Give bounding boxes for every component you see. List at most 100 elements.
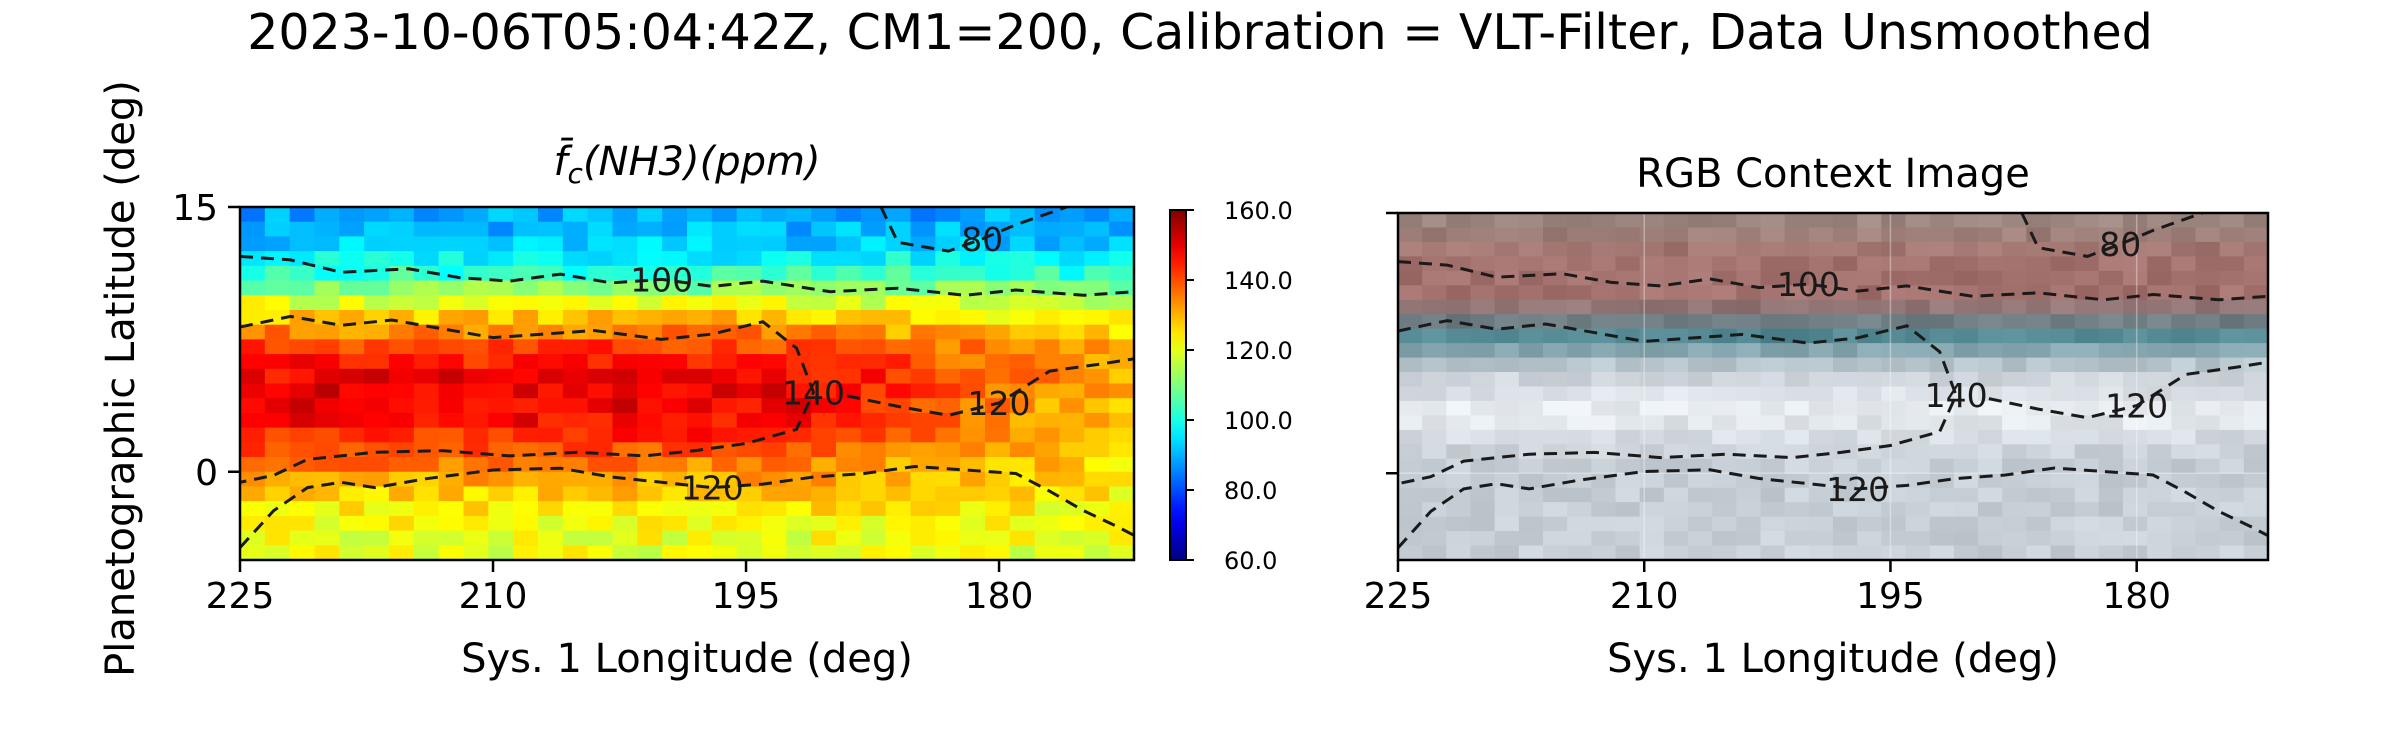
heatmap-cell [264,236,291,252]
heatmap-cell [463,486,489,502]
rgb-cell [1978,415,2003,431]
heatmap-cell [364,265,390,282]
heatmap-cell [910,545,936,561]
heatmap-cell [836,501,862,517]
heatmap-cell [985,515,1011,532]
rgb-cell [1929,400,1955,417]
rgb-cell [1881,270,1907,286]
heatmap-cell [811,309,837,326]
heatmap-cell [438,280,465,296]
heatmap-cell [910,368,936,385]
rgb-cell [1398,545,1423,561]
rgb-cell [1422,270,1447,286]
rgb-cell [1518,386,1544,402]
rgb-cell [2219,372,2245,388]
heatmap-cell [711,221,738,238]
heatmap-cell [1009,471,1036,488]
heatmap-cell [488,280,514,296]
rgb-cell [1736,270,1762,286]
heatmap-cell [413,339,440,355]
heatmap-cell [538,309,564,326]
heatmap-cell [562,515,589,532]
heatmap-cell [438,324,465,340]
rgb-cell [1833,314,1858,330]
rgb-cell [2098,400,2124,417]
rgb-cell [1760,343,1786,359]
heatmap-cell [687,515,713,532]
rgb-cell [1398,328,1423,344]
rgb-cell [1591,415,1617,431]
heatmap-cell [687,265,713,282]
heatmap-cell [364,280,390,296]
heatmap-cell [438,530,465,546]
heatmap-cell [761,412,787,429]
rgb-cell [2002,270,2027,286]
rgb-cell [1567,400,1592,417]
rgb-cell [2074,357,2100,373]
heatmap-cell [612,295,638,311]
rgb-cell [2026,343,2052,359]
rgb-cell [1398,386,1423,402]
heatmap-cell [736,207,763,223]
heatmap-cell [314,486,340,502]
rgb-cell [2026,256,2052,272]
rgb-cell [1736,357,1762,373]
heatmap-cell [985,221,1011,238]
rgb-cell [2195,429,2221,445]
heatmap-cell [339,280,365,296]
heatmap-cell [463,471,489,488]
heatmap-cell [488,442,514,458]
rgb-cell [1567,487,1592,503]
rgb-cell [1543,227,1568,243]
heatmap-cell [289,354,316,370]
rgb-cell [1591,213,1617,229]
heatmap-cell [389,207,415,223]
heatmap-cell [860,412,887,429]
rgb-cell [2243,270,2269,286]
heatmap-cell [538,354,564,370]
rgb-cell [1567,285,1592,301]
heatmap-cell [910,471,936,488]
heatmap-cell [687,339,713,355]
rgb-cell [1953,285,1979,301]
heatmap-cell [736,545,763,561]
rgb-cell [1446,458,1472,474]
rgb-cell [1808,256,1834,272]
rgb-cell [2243,444,2269,460]
heatmap-cell [587,486,614,502]
heatmap-cell [1009,530,1036,546]
rgb-cell [1398,444,1423,460]
heatmap-cell [513,221,539,238]
heatmap-cell [289,457,316,473]
rgb-cell [1398,429,1423,445]
rgb-cell [1518,343,1544,359]
rgb-cell [1567,241,1592,257]
heatmap-cell [264,251,291,267]
heatmap-cell [761,457,787,473]
rgb-cell [1663,227,1689,243]
rgb-cell [1760,372,1786,388]
rgb-cell [2195,386,2221,402]
rgb-cell [1881,343,1907,359]
rgb-cell [1518,400,1544,417]
rgb-cell [1857,343,1882,359]
heatmap-cell [562,545,589,561]
heatmap-cell [289,368,316,385]
rgb-cell [2171,473,2197,489]
rgb-cell [2147,372,2172,388]
rgb-cell [1422,458,1447,474]
rgb-cell [2002,516,2027,532]
rgb-cell [1615,545,1641,561]
rgb-cell [2074,285,2100,301]
rgb-cell [1470,429,1496,445]
rgb-cell [1494,314,1520,330]
rgb-cell [1857,458,1882,474]
rgb-cell [1663,473,1689,489]
heatmap-cell [662,368,688,385]
rgb-cell [2026,357,2052,373]
rgb-cell [2195,531,2221,547]
rgb-cell [1398,458,1423,474]
heatmap-cell [687,236,713,252]
heatmap-cell [463,383,489,399]
heatmap-cell [687,324,713,340]
